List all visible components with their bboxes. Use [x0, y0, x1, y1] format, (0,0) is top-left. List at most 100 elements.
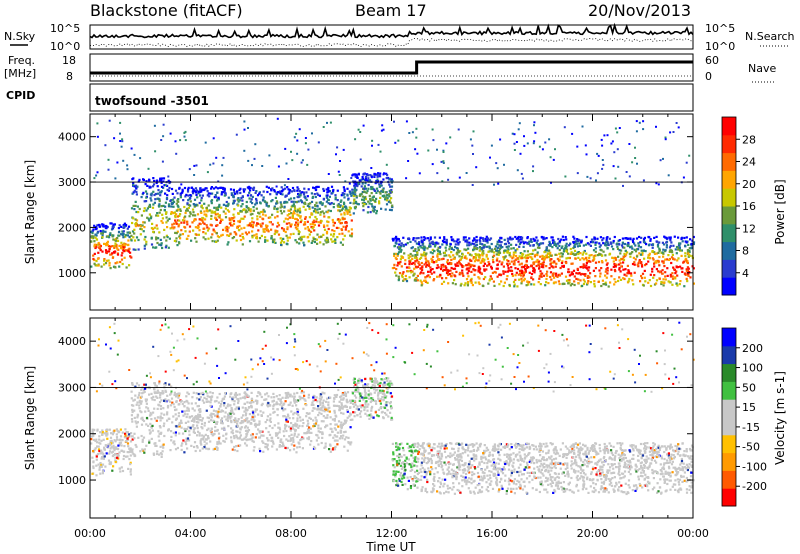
velocity-pixel — [92, 460, 95, 463]
power-pixel — [660, 282, 663, 286]
power-pixel — [680, 254, 683, 257]
power-pixel — [115, 243, 118, 247]
velocity-pixel — [240, 420, 243, 423]
power-pixel — [181, 191, 184, 194]
power-pixel — [685, 236, 688, 239]
power-pixel — [651, 270, 654, 273]
nave-label: Nave — [748, 62, 776, 75]
velocity-pixel — [99, 431, 102, 434]
power-pixel — [340, 199, 343, 202]
velocity-pixel — [344, 430, 347, 433]
power-pixel — [142, 178, 145, 182]
power-pixel — [532, 266, 535, 270]
power-noise-pixel — [442, 149, 445, 152]
power-pixel — [114, 250, 117, 253]
power-pixel — [135, 210, 138, 214]
power-pixel — [256, 222, 259, 225]
power-pixel — [424, 280, 428, 283]
power-pixel — [653, 262, 656, 265]
power-pixel — [244, 209, 248, 212]
power-pixel — [308, 205, 311, 208]
power-pixel — [200, 211, 203, 214]
velocity-pixel — [126, 431, 129, 434]
velocity-pixel — [103, 455, 106, 458]
power-pixel — [556, 257, 559, 260]
power-pixel — [577, 252, 580, 256]
power-pixel — [242, 237, 245, 240]
power-pixel — [240, 196, 243, 200]
power-pixel — [326, 211, 329, 214]
power-pixel — [207, 204, 210, 207]
power-pixel — [185, 209, 188, 212]
power-pixel — [613, 278, 616, 281]
power-noise-pixel — [132, 183, 135, 186]
power-noise-pixel — [371, 139, 374, 142]
power-pixel — [153, 226, 156, 229]
power-pixel — [507, 248, 510, 251]
power-noise-pixel — [212, 162, 215, 165]
power-pixel — [265, 202, 268, 205]
power-pixel — [314, 195, 317, 199]
power-pixel — [585, 235, 588, 239]
power-pixel — [271, 238, 275, 242]
power-pixel — [424, 279, 427, 282]
power-pixel — [156, 212, 159, 215]
velocity-pixel — [160, 412, 163, 415]
velocity-pixel — [244, 391, 247, 394]
power-pixel — [478, 249, 481, 252]
power-pixel — [349, 192, 352, 195]
power-pixel — [587, 269, 590, 272]
velocity-pixel — [227, 415, 230, 418]
velocity-pixel — [273, 396, 276, 399]
power-pixel — [403, 252, 406, 255]
velocity-pixel — [214, 414, 217, 417]
power-pixel — [651, 250, 654, 253]
velocity-pixel — [124, 436, 127, 439]
power-pixel — [292, 203, 295, 206]
power-pixel — [239, 219, 242, 222]
velocity-pixel — [150, 418, 153, 421]
power-pixel — [177, 225, 180, 228]
power-pixel — [293, 207, 297, 210]
power-pixel — [669, 238, 672, 241]
velocity-pixel — [169, 404, 172, 407]
power-pixel — [645, 243, 648, 246]
power-pixel — [130, 256, 133, 259]
power-pixel — [273, 190, 276, 193]
power-noise-pixel — [337, 170, 340, 173]
velocity-pixel — [345, 419, 348, 422]
power-pixel — [380, 207, 383, 210]
power-pixel — [516, 285, 519, 288]
power-noise-pixel — [290, 150, 292, 153]
power-pixel — [296, 186, 299, 189]
velocity-pixel — [220, 419, 223, 422]
power-pixel — [442, 269, 445, 272]
power-pixel — [550, 254, 553, 257]
velocity-pixel — [103, 446, 106, 449]
power-pixel — [641, 265, 644, 268]
velocity-pixel — [141, 438, 144, 441]
power-pixel — [655, 235, 658, 238]
power-pixel — [684, 273, 687, 276]
power-pixel — [349, 213, 352, 216]
power-pixel — [217, 198, 220, 201]
power-pixel — [212, 211, 215, 214]
power-pixel — [601, 279, 604, 282]
power-pixel — [490, 267, 493, 270]
power-pixel — [143, 238, 146, 241]
power-noise-pixel — [179, 139, 182, 142]
power-pixel — [378, 183, 381, 186]
velocity-pixel — [317, 443, 320, 446]
power-pixel — [251, 234, 254, 237]
power-pixel — [535, 264, 538, 268]
power-pixel — [440, 282, 444, 285]
velocity-pixel — [217, 432, 221, 435]
power-pixel — [97, 251, 100, 254]
power-pixel — [564, 236, 567, 239]
power-pixel — [348, 190, 351, 193]
power-pixel — [489, 275, 492, 278]
power-pixel — [548, 240, 551, 243]
power-noise-pixel — [119, 140, 122, 142]
velocity-pixel — [262, 441, 265, 444]
power-pixel — [374, 173, 377, 176]
